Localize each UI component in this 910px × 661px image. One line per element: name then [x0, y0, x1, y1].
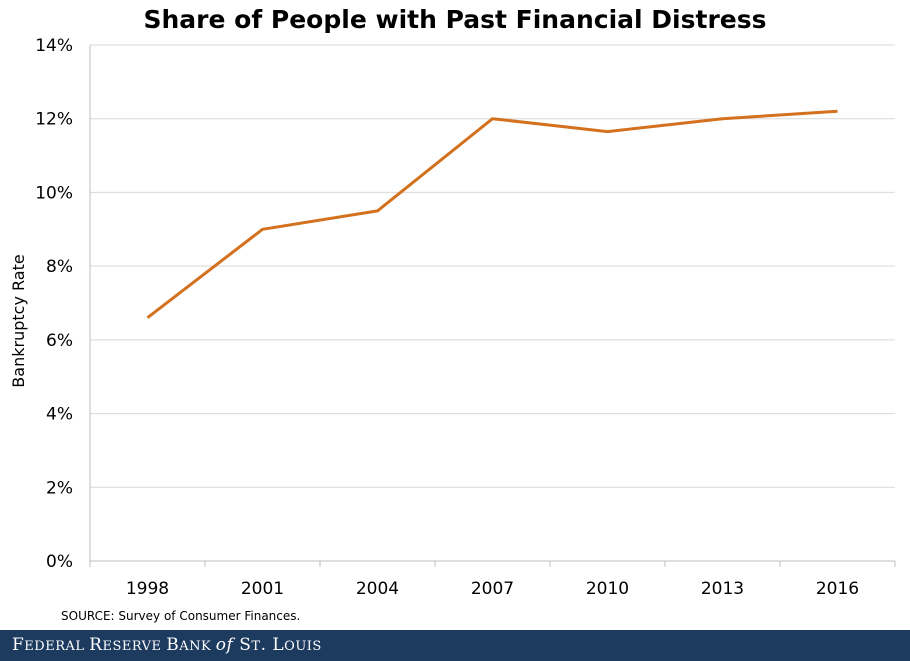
y-tick-label: 6%: [46, 331, 73, 351]
source-note: SOURCE: Survey of Consumer Finances.: [61, 609, 301, 623]
footer-text-part: T: [251, 639, 261, 654]
y-tick-label: 14%: [35, 36, 73, 56]
x-tick-label: 2013: [701, 579, 744, 599]
y-tick-label: 2%: [46, 478, 73, 498]
footer-text-part: B: [166, 635, 180, 655]
x-tick-label: 2010: [586, 579, 629, 599]
y-tick-label: 4%: [46, 405, 73, 425]
chart-title: Share of People with Past Financial Dist…: [143, 5, 767, 34]
x-tick-label: 2001: [241, 579, 284, 599]
footer-bar: FEDERAL RESERVE BANK of ST. LOUIS: [0, 630, 910, 661]
line-chart: 0% 2% 4% 6% 8% 10% 12% 14% 1998 2001 2004 2007 2010…: [9, 36, 896, 599]
y-tick-label: 0%: [46, 552, 73, 572]
x-tick-label: 2016: [816, 579, 859, 599]
footer-text-part: EDERAL: [24, 639, 90, 654]
footer-text-part: R: [89, 635, 103, 655]
series-lines: [146, 109, 838, 319]
x-tick-labels: 1998 2001 2004 2007 2010 2013 2016: [126, 579, 859, 599]
y-tick-label: 12%: [35, 110, 73, 130]
y-tick-labels: 0% 2% 4% 6% 8% 10% 12% 14%: [35, 36, 73, 572]
footer-text-part: ESERVE: [102, 639, 167, 654]
axes: [89, 45, 896, 567]
x-tick-label: 2004: [356, 579, 399, 599]
y-tick-label: 10%: [35, 183, 73, 203]
footer-text-part: F: [12, 635, 25, 655]
x-tick-label: 1998: [126, 579, 169, 599]
footer-logo-text: FEDERAL RESERVE BANK of ST. LOUIS: [12, 635, 322, 655]
footer-text-part: OUIS: [284, 639, 322, 654]
series-line: [146, 109, 838, 319]
gridlines: [90, 44, 895, 488]
footer-text-part: of: [215, 635, 234, 655]
footer-text-part: . L: [260, 635, 285, 655]
footer-text-part: S: [233, 635, 252, 655]
footer-text-part: ANK: [179, 639, 216, 654]
y-tick-label: 8%: [46, 257, 73, 277]
y-axis-label: Bankruptcy Rate: [9, 254, 28, 387]
x-tick-label: 2007: [471, 579, 514, 599]
